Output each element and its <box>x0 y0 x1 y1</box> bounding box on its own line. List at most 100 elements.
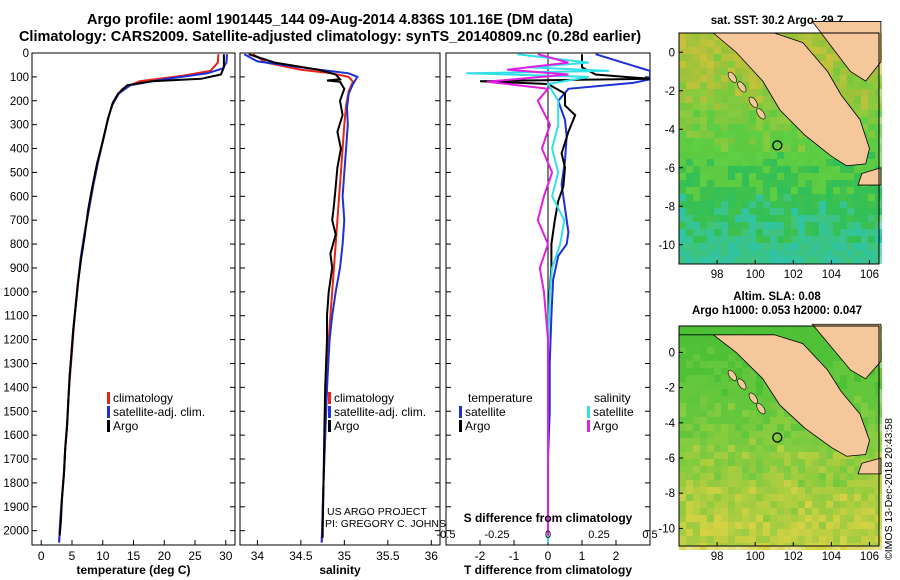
map-cell <box>749 75 756 82</box>
map-cell <box>791 33 798 40</box>
map-cell <box>693 536 700 543</box>
map-cell <box>735 424 742 431</box>
map-cell <box>812 347 819 354</box>
map-cell <box>854 257 861 264</box>
map-cell <box>770 187 777 194</box>
map-cell <box>693 354 700 361</box>
map-cell <box>861 480 868 487</box>
map-cell <box>735 438 742 445</box>
map-cell <box>805 494 812 501</box>
map-cell <box>756 82 763 89</box>
map-y-tick-label: -4 <box>665 418 676 430</box>
map-cell <box>679 96 686 103</box>
map-cell <box>714 201 721 208</box>
map-cell <box>707 47 714 54</box>
map-cell <box>861 410 868 417</box>
map-cell <box>784 138 791 145</box>
map-cell <box>784 173 791 180</box>
map-cell <box>721 103 728 110</box>
map-cell <box>826 152 833 159</box>
map-cell <box>805 236 812 243</box>
map-cell <box>679 340 686 347</box>
map-cell <box>791 215 798 222</box>
map-cell <box>756 501 763 508</box>
map-cell <box>693 89 700 96</box>
map-cell <box>868 145 875 152</box>
map-cell <box>742 103 749 110</box>
map-cell <box>833 250 840 257</box>
map-cell <box>805 536 812 543</box>
map-cell <box>707 361 714 368</box>
map-cell <box>805 222 812 229</box>
map-cell <box>847 375 854 382</box>
map-cell <box>833 75 840 82</box>
map-cell <box>749 438 756 445</box>
map-cell <box>854 89 861 96</box>
map-cell <box>763 431 770 438</box>
map-cell <box>742 403 749 410</box>
map-cell <box>700 201 707 208</box>
map-cell <box>763 459 770 466</box>
map-cell <box>721 47 728 54</box>
map-cell <box>805 459 812 466</box>
map-cell <box>840 508 847 515</box>
map-cell <box>777 180 784 187</box>
map-cell <box>679 222 686 229</box>
map-cell <box>721 501 728 508</box>
diff-legend-right-1-swatch <box>587 420 590 432</box>
map-cell <box>791 194 798 201</box>
map-cell <box>749 515 756 522</box>
map-cell <box>812 40 819 47</box>
map-cell <box>749 173 756 180</box>
map-cell <box>798 466 805 473</box>
map-cell <box>784 326 791 333</box>
map-cell <box>742 117 749 124</box>
map-cell <box>791 138 798 145</box>
map-cell <box>784 459 791 466</box>
sst-map-title: sat. SST: 30.2 Argo: 29.7 <box>710 15 844 27</box>
map-cell <box>756 180 763 187</box>
map-cell <box>756 494 763 501</box>
map-cell <box>805 480 812 487</box>
map-cell <box>833 159 840 166</box>
map-cell <box>735 257 742 264</box>
map-cell <box>686 33 693 40</box>
map-cell <box>812 487 819 494</box>
map-cell <box>777 403 784 410</box>
map-cell <box>861 515 868 522</box>
map-cell <box>798 515 805 522</box>
map-cell <box>707 166 714 173</box>
map-cell <box>707 508 714 515</box>
map-cell <box>819 438 826 445</box>
map-cell <box>805 333 812 340</box>
map-cell <box>749 243 756 250</box>
map-cell <box>679 131 686 138</box>
map-cell <box>693 368 700 375</box>
map-cell <box>700 438 707 445</box>
map-cell <box>721 257 728 264</box>
map-cell <box>826 187 833 194</box>
map-cell <box>819 194 826 201</box>
map-cell <box>777 257 784 264</box>
map-cell <box>686 494 693 501</box>
map-cell <box>728 396 735 403</box>
map-cell <box>854 396 861 403</box>
map-cell <box>805 166 812 173</box>
map-cell <box>868 166 875 173</box>
map-cell <box>686 424 693 431</box>
map-cell <box>742 473 749 480</box>
map-cell <box>721 375 728 382</box>
map-cell <box>861 103 868 110</box>
diff-legend-left-title: temperature <box>468 391 533 405</box>
map-cell <box>854 180 861 187</box>
map-cell <box>798 501 805 508</box>
map-cell <box>847 180 854 187</box>
temp-legend-2-text: Argo <box>113 419 139 433</box>
map-cell <box>728 487 735 494</box>
map-cell <box>805 152 812 159</box>
map-cell <box>714 368 721 375</box>
map-cell <box>833 166 840 173</box>
map-cell <box>784 529 791 536</box>
map-cell <box>826 229 833 236</box>
map-cell <box>854 459 861 466</box>
